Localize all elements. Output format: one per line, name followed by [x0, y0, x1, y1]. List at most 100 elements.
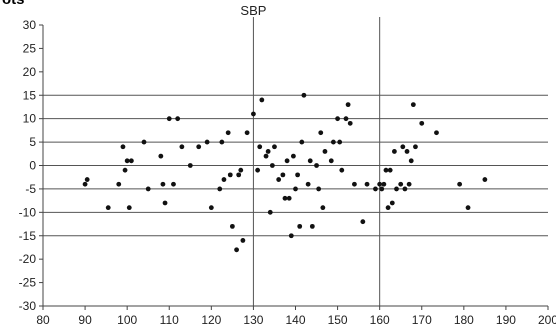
- annotation-label: SBP: [240, 3, 266, 18]
- data-point: [373, 186, 378, 192]
- data-point: [225, 130, 231, 136]
- data-point: [322, 149, 328, 154]
- data-point: [259, 97, 265, 103]
- data-point: [208, 205, 214, 211]
- data-point: [116, 181, 122, 187]
- data-point: [238, 167, 244, 173]
- data-point: [389, 200, 395, 206]
- data-point: [267, 209, 273, 215]
- data-point: [381, 181, 387, 187]
- y-tick-label: -15: [19, 229, 37, 243]
- y-tick-label: 15: [23, 88, 37, 102]
- data-point: [217, 186, 223, 192]
- data-point: [404, 149, 410, 154]
- data-point: [221, 177, 227, 182]
- x-tick-label: 120: [201, 313, 221, 327]
- data-point: [160, 181, 166, 187]
- data-point: [408, 158, 414, 164]
- data-point: [419, 120, 425, 126]
- y-tick-label: 30: [23, 18, 37, 32]
- data-point: [465, 205, 471, 211]
- data-point: [301, 92, 307, 98]
- x-tick-label: 110: [160, 313, 179, 327]
- data-point: [309, 223, 315, 229]
- data-point: [345, 102, 351, 108]
- data-point: [379, 186, 385, 192]
- data-point: [413, 144, 418, 150]
- data-point: [236, 172, 242, 178]
- y-tick-label: -20: [19, 252, 37, 266]
- data-point: [196, 144, 202, 150]
- data-point: [293, 186, 298, 192]
- data-point: [457, 181, 463, 187]
- data-point: [126, 205, 132, 211]
- data-point: [328, 158, 334, 164]
- data-point: [272, 144, 277, 150]
- data-point: [305, 181, 311, 187]
- data-point: [128, 158, 134, 164]
- x-tick-label: 150: [328, 313, 348, 327]
- y-tick-label: 25: [23, 41, 37, 55]
- y-tick-label: 0: [29, 159, 36, 173]
- data-point: [364, 181, 370, 187]
- x-tick-label: 100: [117, 313, 137, 327]
- data-point: [171, 181, 176, 187]
- data-point: [263, 153, 269, 159]
- data-point: [255, 167, 261, 173]
- y-tick-label: 20: [23, 65, 37, 79]
- data-point: [402, 186, 408, 192]
- data-point: [337, 139, 343, 145]
- data-point: [347, 120, 353, 126]
- data-point: [410, 102, 416, 108]
- data-point: [284, 158, 290, 164]
- x-tick-label: 190: [496, 313, 516, 327]
- data-point: [314, 163, 319, 168]
- x-tick-label: 140: [285, 313, 305, 327]
- data-point: [290, 153, 296, 159]
- reference-lines: [43, 17, 548, 306]
- data-point: [276, 177, 282, 182]
- data-point: [251, 111, 256, 117]
- data-point: [234, 247, 239, 253]
- data-point: [377, 181, 383, 187]
- data-point: [187, 163, 193, 168]
- data-point: [227, 172, 233, 178]
- data-point: [175, 116, 181, 122]
- data-point: [383, 167, 389, 173]
- data-point: [335, 116, 340, 122]
- data-point: [141, 139, 147, 145]
- y-tick-label: -25: [19, 276, 37, 290]
- y-tick-label: -10: [19, 205, 37, 219]
- x-tick-label: 130: [243, 313, 263, 327]
- data-point: [120, 144, 126, 150]
- data-point: [244, 130, 250, 136]
- y-tick-label: 5: [29, 135, 36, 149]
- data-point: [229, 223, 235, 229]
- data-point: [307, 158, 313, 164]
- x-tick-label: 80: [36, 313, 50, 327]
- data-point: [394, 186, 399, 192]
- x-tick-label: 160: [370, 313, 390, 327]
- data-point: [330, 139, 336, 145]
- data-point: [295, 172, 301, 178]
- data-points: [82, 92, 488, 253]
- x-tick-label: 90: [78, 313, 92, 327]
- data-point: [158, 153, 164, 159]
- data-point: [385, 205, 391, 211]
- x-tick-label: 200: [538, 313, 556, 327]
- data-point: [339, 167, 345, 173]
- data-point: [122, 167, 128, 173]
- y-tick-label: 10: [23, 112, 37, 126]
- data-point: [318, 130, 324, 136]
- x-tick-label: 170: [412, 313, 432, 327]
- data-point: [240, 238, 246, 243]
- data-point: [352, 181, 357, 187]
- data-point: [387, 167, 393, 173]
- data-point: [204, 139, 210, 145]
- data-point: [286, 195, 292, 201]
- data-point: [166, 116, 172, 122]
- partial-heading-text: ots: [2, 0, 25, 8]
- data-point: [406, 181, 412, 187]
